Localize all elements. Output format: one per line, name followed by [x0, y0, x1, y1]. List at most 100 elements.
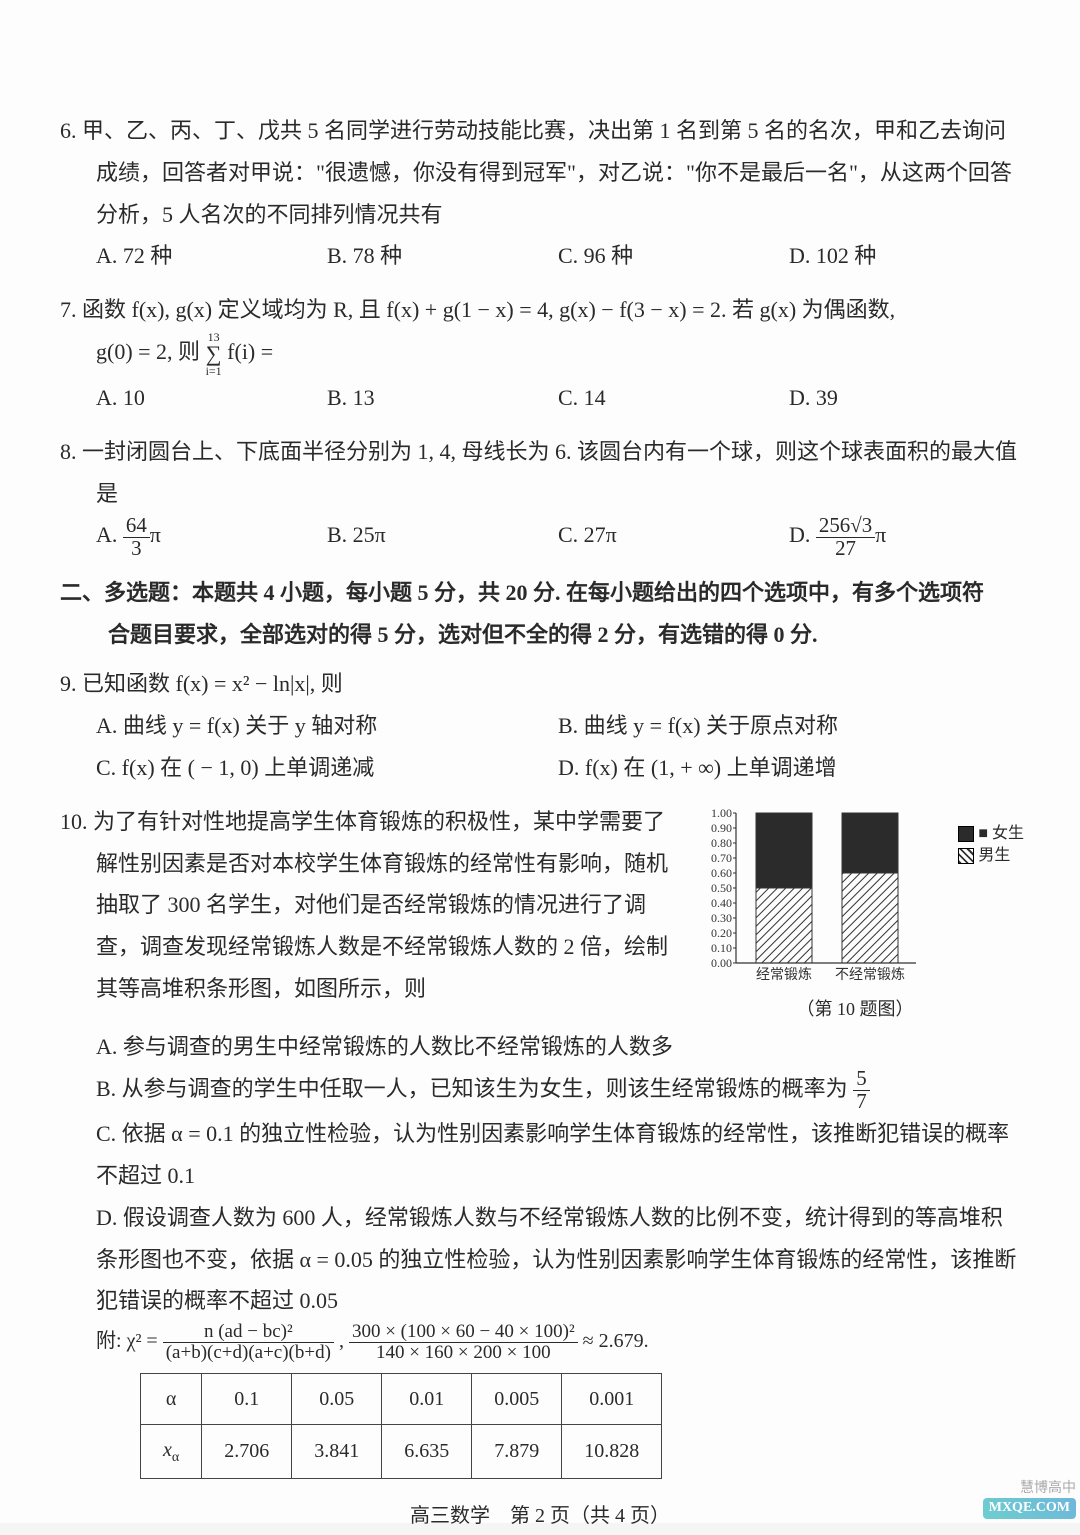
table-cell: 0.1: [202, 1373, 292, 1424]
svg-text:0.00: 0.00: [711, 956, 732, 970]
page-footer: 高三数学 第 2 页（共 4 页）: [60, 1497, 1020, 1535]
q7-options: A. 10 B. 13 C. 14 D. 39: [60, 377, 1020, 419]
q7-line1: 7. 函数 f(x), g(x) 定义域均为 R, 且 f(x) + g(1 −…: [60, 289, 1020, 331]
q9-options-row2: C. f(x) 在 ( − 1, 0) 上单调递减 D. f(x) 在 (1, …: [60, 747, 1020, 789]
q8-options: A. 643π B. 25π C. 27π D. 256√327π: [60, 514, 1020, 559]
table-cell: 0.005: [472, 1373, 562, 1424]
svg-text:0.20: 0.20: [711, 926, 732, 940]
critical-value-table: α 0.1 0.05 0.01 0.005 0.001 xα 2.706 3.8…: [140, 1373, 662, 1479]
table-cell: 3.841: [292, 1424, 382, 1478]
table-row: xα 2.706 3.841 6.635 7.879 10.828: [141, 1424, 662, 1478]
q10-opt-c: C. 依据 α = 0.1 的独立性检验，认为性别因素影响学生体育锻炼的经常性，…: [60, 1113, 1020, 1197]
svg-text:经常锻炼: 经常锻炼: [756, 967, 812, 983]
q8-opt-d: D. 256√327π: [789, 514, 1020, 559]
section-2-line1: 二、多选题：本题共 4 小题，每小题 5 分，共 20 分. 在每小题给出的四个…: [60, 580, 984, 605]
table-cell: α: [141, 1373, 202, 1424]
q6-opt-d: D. 102 种: [789, 235, 1020, 277]
q8-opt-a: A. 643π: [96, 514, 327, 559]
q7-text1: 函数 f(x), g(x) 定义域均为 R, 且 f(x) + g(1 − x)…: [82, 297, 895, 322]
q7-sum-body: f(i) =: [227, 339, 273, 364]
table-cell: 7.879: [472, 1424, 562, 1478]
q8-d-den: 27: [816, 538, 875, 560]
q6-text: 6. 甲、乙、丙、丁、戊共 5 名同学进行劳动技能比赛，决出第 1 名到第 5 …: [60, 110, 1020, 235]
q8-a-num: 64: [123, 515, 150, 538]
legend-male-label: 男生: [978, 845, 1010, 867]
svg-text:0.50: 0.50: [711, 881, 732, 895]
q10-b-prefix: B. 从参与调查的学生中任取一人，已知该生为女生，则该生经常锻炼的概率为: [96, 1076, 848, 1101]
appendix-formula: 附: χ² = n (ad − bc)²(a+b)(c+d)(a+c)(b+d)…: [60, 1322, 1020, 1363]
svg-text:0.60: 0.60: [711, 866, 732, 880]
q9-opt-d: D. f(x) 在 (1, + ∞) 上单调递增: [558, 747, 1020, 789]
chi-den: (a+b)(c+d)(a+c)(b+d): [163, 1343, 334, 1363]
q9-opt-c: C. f(x) 在 ( − 1, 0) 上单调递减: [96, 747, 558, 789]
section-2-header: 二、多选题：本题共 4 小题，每小题 5 分，共 20 分. 在每小题给出的四个…: [60, 572, 1020, 656]
q7-sum-lower: i=1: [206, 365, 222, 377]
q6-body: 甲、乙、丙、丁、戊共 5 名同学进行劳动技能比赛，决出第 1 名到第 5 名的名…: [82, 118, 1012, 227]
q8-d-num: 256√3: [816, 515, 875, 538]
legend-female: ■女生: [958, 823, 1024, 845]
svg-text:0.10: 0.10: [711, 941, 732, 955]
q7-sum: 13 ∑ i=1: [206, 331, 222, 377]
q10-b-den: 7: [853, 1091, 869, 1113]
chart-caption: （第 10 题图）: [690, 992, 1020, 1026]
legend-male: 男生: [958, 845, 1024, 867]
watermark-text1: 慧博高中: [983, 1481, 1076, 1498]
watermark-text2: MXQE.COM: [983, 1498, 1076, 1519]
q10-text: 10. 为了有针对性地提高学生体育锻炼的积极性，某中学需要了解性别因素是否对本校…: [60, 801, 676, 1010]
ex-den: 140 × 160 × 200 × 100: [349, 1343, 578, 1363]
ex-num: 300 × (100 × 60 − 40 × 100)²: [349, 1322, 578, 1343]
chart-legend: ■女生 男生: [958, 823, 1024, 868]
svg-text:0.40: 0.40: [711, 896, 732, 910]
q8-d-suffix: π: [875, 522, 886, 547]
q9-body: 已知函数 f(x) = x² − ln|x|, 则: [82, 671, 343, 696]
q8-opt-c: C. 27π: [558, 514, 789, 559]
q6-opt-b: B. 78 种: [327, 235, 558, 277]
svg-text:不经常锻炼: 不经常锻炼: [835, 967, 905, 983]
q7-text2-prefix: g(0) = 2, 则: [96, 339, 200, 364]
table-cell: 6.635: [382, 1424, 472, 1478]
question-6: 6. 甲、乙、丙、丁、戊共 5 名同学进行劳动技能比赛，决出第 1 名到第 5 …: [60, 110, 1020, 277]
q8-a-suffix: π: [150, 522, 161, 547]
svg-text:0.90: 0.90: [711, 821, 732, 835]
q8-text: 8. 一封闭圆台上、下底面半径分别为 1, 4, 母线长为 6. 该圆台内有一个…: [60, 431, 1020, 515]
svg-text:0.80: 0.80: [711, 836, 732, 850]
legend-female-label: 女生: [992, 823, 1024, 845]
q9-opt-b: B. 曲线 y = f(x) 关于原点对称: [558, 705, 1020, 747]
q10-opt-b: B. 从参与调查的学生中任取一人，已知该生为女生，则该生经常锻炼的概率为 57: [60, 1068, 1020, 1113]
table-cell: xα: [141, 1424, 202, 1478]
q9-options-row1: A. 曲线 y = f(x) 关于 y 轴对称 B. 曲线 y = f(x) 关…: [60, 705, 1020, 747]
q9-num: 9.: [60, 671, 77, 696]
svg-text:0.30: 0.30: [711, 911, 732, 925]
q8-num: 8.: [60, 439, 77, 464]
table-cell: 0.001: [562, 1373, 662, 1424]
q6-opt-a: A. 72 种: [96, 235, 327, 277]
question-9: 9. 已知函数 f(x) = x² − ln|x|, 则 A. 曲线 y = f…: [60, 663, 1020, 788]
question-10: 10. 为了有针对性地提高学生体育锻炼的积极性，某中学需要了解性别因素是否对本校…: [60, 801, 1020, 1479]
q8-body: 一封闭圆台上、下底面半径分别为 1, 4, 母线长为 6. 该圆台内有一个球，则…: [82, 439, 1017, 506]
q6-num: 6.: [60, 118, 77, 143]
table-cell: 10.828: [562, 1424, 662, 1478]
section-2-line2: 合题目要求，全部选对的得 5 分，选对但不全的得 2 分，有选错的得 0 分.: [60, 614, 1020, 656]
stacked-bar-svg: 1.000.900.800.700.600.500.400.300.200.10…: [690, 805, 950, 990]
q7-opt-c: C. 14: [558, 377, 789, 419]
q10-opt-a: A. 参与调查的男生中经常锻炼的人数比不经常锻炼的人数多: [60, 1026, 1020, 1068]
appendix-approx: ≈ 2.679.: [583, 1330, 649, 1352]
chi-lhs: χ² =: [127, 1330, 158, 1352]
appendix-comma: ,: [339, 1330, 344, 1352]
q7-line2: g(0) = 2, 则 13 ∑ i=1 f(i) =: [60, 331, 1020, 377]
q6-options: A. 72 种 B. 78 种 C. 96 种 D. 102 种: [60, 235, 1020, 277]
table-cell: 0.01: [382, 1373, 472, 1424]
table-row: α 0.1 0.05 0.01 0.005 0.001: [141, 1373, 662, 1424]
q7-opt-b: B. 13: [327, 377, 558, 419]
watermark: 慧博高中 MXQE.COM: [983, 1481, 1076, 1519]
chi-num: n (ad − bc)²: [163, 1322, 334, 1343]
question-7: 7. 函数 f(x), g(x) 定义域均为 R, 且 f(x) + g(1 −…: [60, 289, 1020, 419]
q9-text: 9. 已知函数 f(x) = x² − ln|x|, 则: [60, 663, 1020, 705]
table-cell: 0.05: [292, 1373, 382, 1424]
table-cell: 2.706: [202, 1424, 292, 1478]
q10-num: 10.: [60, 809, 88, 834]
q6-opt-c: C. 96 种: [558, 235, 789, 277]
exam-page: 6. 甲、乙、丙、丁、戊共 5 名同学进行劳动技能比赛，决出第 1 名到第 5 …: [0, 0, 1080, 1523]
q8-opt-b: B. 25π: [327, 514, 558, 559]
q10-chart: ■女生 男生 1.000.900.800.700.600.500.400.300…: [690, 805, 1020, 1026]
